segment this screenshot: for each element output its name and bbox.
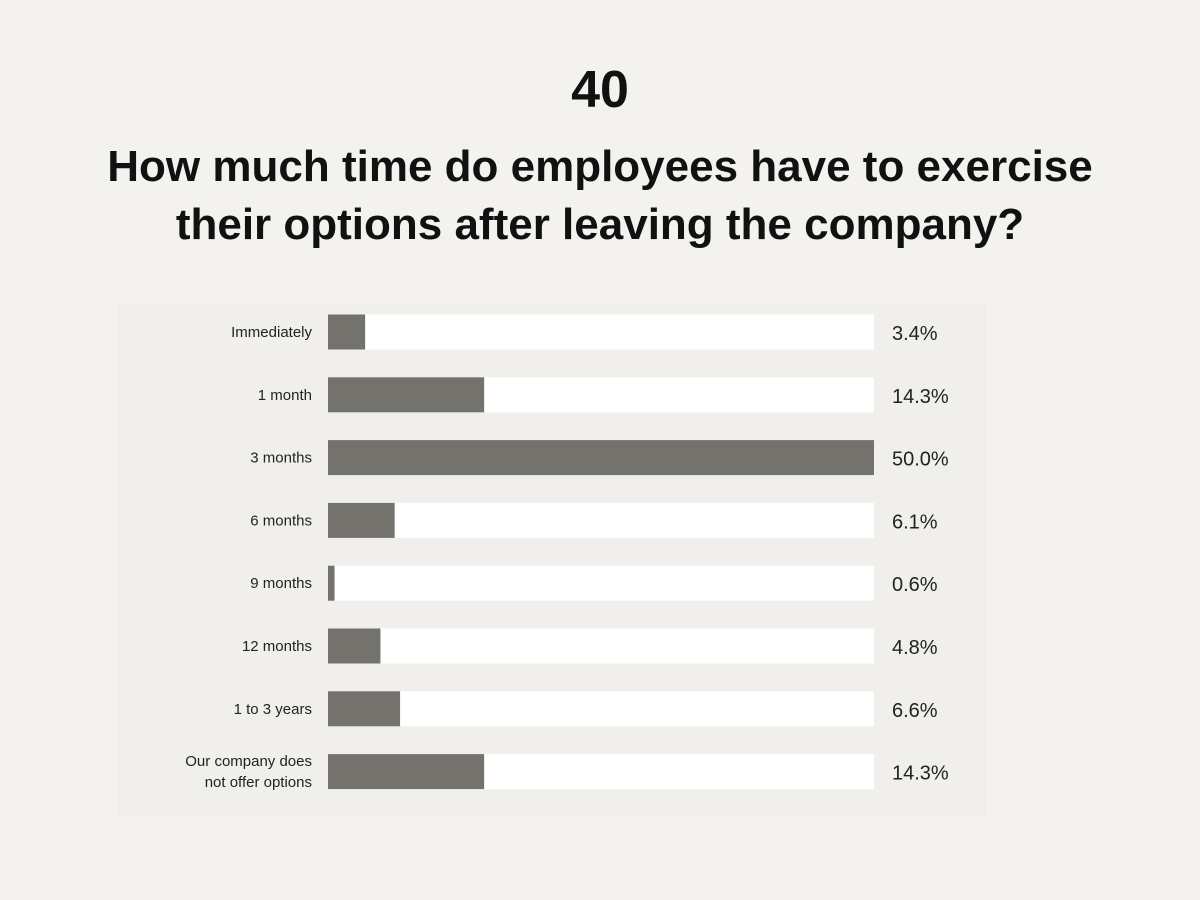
bar bbox=[328, 502, 395, 538]
bar bbox=[328, 691, 401, 727]
category-label: Our company does not offer options bbox=[185, 753, 312, 791]
category-label-line: Immediately bbox=[231, 324, 312, 341]
value-label: 4.8% bbox=[892, 637, 938, 659]
bar bbox=[328, 565, 335, 601]
value-label: 14.3% bbox=[892, 386, 949, 408]
bar bbox=[328, 314, 366, 350]
bar-track bbox=[328, 628, 874, 664]
value-label: 50.0% bbox=[892, 449, 949, 471]
category-label: Immediately bbox=[231, 324, 312, 341]
category-label-line: 1 month bbox=[258, 387, 312, 404]
value-label: 6.1% bbox=[892, 511, 938, 533]
category-label: 1 to 3 years bbox=[234, 701, 312, 718]
bar bbox=[328, 628, 381, 664]
category-label-line: not offer options bbox=[205, 774, 312, 791]
value-label: 0.6% bbox=[892, 574, 938, 596]
bar bbox=[328, 377, 485, 413]
value-label: 3.4% bbox=[892, 323, 938, 345]
category-label: 9 months bbox=[250, 575, 312, 592]
category-label-line: 1 to 3 years bbox=[234, 701, 312, 718]
category-label: 12 months bbox=[242, 638, 312, 655]
category-label-line: 6 months bbox=[250, 512, 312, 529]
bar bbox=[328, 440, 874, 476]
bar-track bbox=[328, 314, 874, 350]
category-label-line: 12 months bbox=[242, 638, 312, 655]
category-label: 6 months bbox=[250, 512, 312, 529]
bar-track bbox=[328, 565, 874, 601]
category-label: 3 months bbox=[250, 450, 312, 467]
category-label-line: 3 months bbox=[250, 450, 312, 467]
category-label-line: 9 months bbox=[250, 575, 312, 592]
bar-track bbox=[328, 691, 874, 727]
chart-title: How much time do employees have to exerc… bbox=[30, 138, 1170, 254]
chart-number: 40 bbox=[571, 61, 629, 119]
value-label: 6.6% bbox=[892, 700, 938, 722]
chart-title-line-2: their options after leaving the company? bbox=[175, 200, 1025, 249]
bar-track bbox=[328, 502, 874, 538]
category-label-line: Our company does bbox=[185, 753, 312, 770]
chart-title-line-1: How much time do employees have to exerc… bbox=[107, 142, 1093, 191]
value-label: 14.3% bbox=[892, 763, 949, 785]
bar bbox=[328, 754, 485, 790]
category-label: 1 month bbox=[258, 387, 312, 404]
